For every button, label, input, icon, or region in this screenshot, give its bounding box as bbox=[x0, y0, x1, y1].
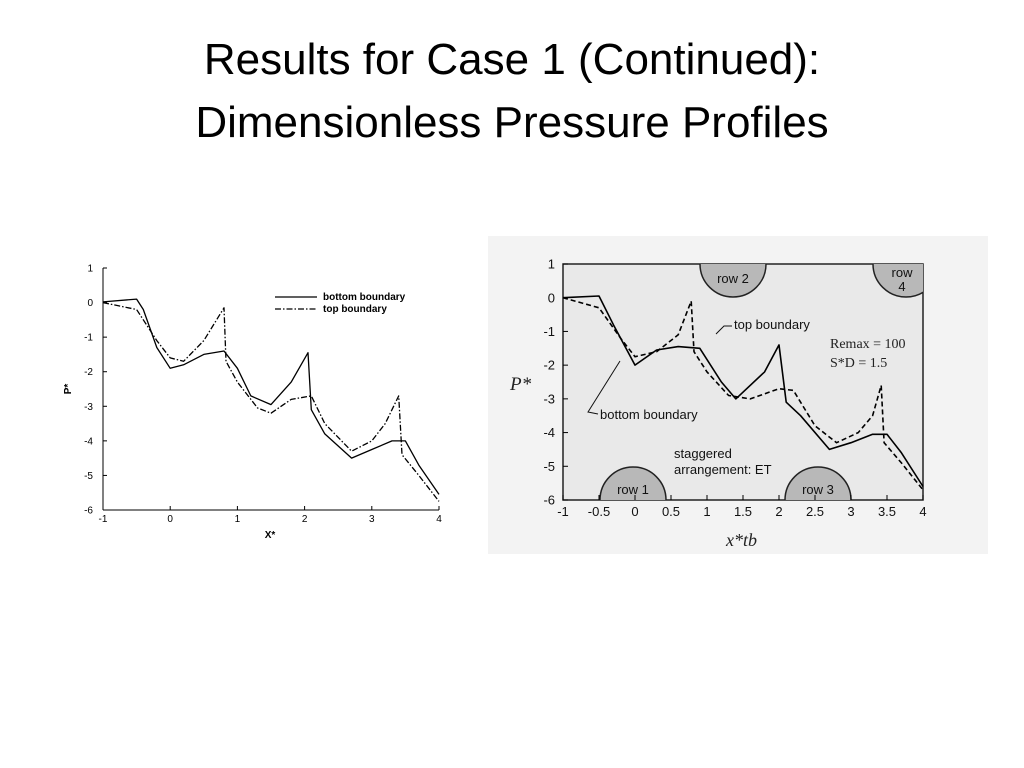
right-x-tick-label: -0.5 bbox=[588, 504, 610, 519]
left-y-axis-label: P* bbox=[63, 384, 74, 395]
top-boundary-callout: top boundary bbox=[715, 317, 810, 335]
right-y-tick-label: 0 bbox=[548, 290, 555, 305]
left-x-tick-label: 3 bbox=[369, 514, 375, 525]
arrangement-label-line-2: arrangement: ET bbox=[674, 462, 772, 477]
cylinder-row-2-label: row 2 bbox=[717, 271, 749, 286]
left-pressure-chart: 1 0 -1 -2 -3 -4 -5 -6 -1 0 1 2 3 4 P* X* bottom boun… bbox=[63, 264, 442, 542]
left-x-tick-label: 4 bbox=[436, 514, 442, 525]
slide-title: Results for Case 1 (Continued): Dimensio… bbox=[0, 28, 1024, 154]
parameter-reynolds: Remax = 100 bbox=[830, 337, 906, 352]
left-legend: bottom boundary top boundary bbox=[275, 292, 406, 315]
right-y-tick-label: -3 bbox=[543, 391, 555, 406]
left-y-tick-label: -5 bbox=[84, 471, 93, 482]
right-series-top-boundary bbox=[562, 296, 924, 491]
right-y-tick-label: -1 bbox=[543, 324, 555, 339]
right-x-tick-label: 1 bbox=[703, 504, 710, 519]
top-boundary-callout-label: top boundary bbox=[734, 317, 810, 332]
right-y-tick-label: -2 bbox=[543, 358, 555, 373]
right-x-tick-label: 4 bbox=[919, 504, 926, 519]
right-x-tick-label: 0.5 bbox=[662, 504, 680, 519]
bottom-boundary-leader bbox=[587, 360, 621, 415]
left-x-tick-label: 1 bbox=[235, 514, 241, 525]
left-y-tick-label: -2 bbox=[84, 367, 93, 378]
parameter-spacing: S*D = 1.5 bbox=[830, 356, 887, 371]
right-x-axis-label: x*tb bbox=[725, 530, 757, 550]
left-y-tick-label: -3 bbox=[84, 402, 93, 413]
left-y-tick-label: -1 bbox=[84, 333, 93, 344]
left-y-tick-label: -6 bbox=[84, 506, 93, 517]
right-series-bottom-boundary bbox=[562, 295, 924, 487]
left-y-tick-label: 0 bbox=[87, 298, 93, 309]
slide-title-line-2: Dimensionless Pressure Profiles bbox=[195, 98, 829, 147]
left-x-tick-label: 2 bbox=[302, 514, 308, 525]
top-boundary-leader bbox=[715, 325, 732, 335]
left-x-tick-label: -1 bbox=[99, 514, 108, 525]
cylinder-row-2 bbox=[699, 264, 767, 298]
cylinder-row-4 bbox=[872, 264, 923, 298]
right-x-tick-label: 3.5 bbox=[878, 504, 896, 519]
cylinder-row-1-label: row 1 bbox=[617, 482, 649, 497]
right-y-tick-label: -5 bbox=[543, 459, 555, 474]
right-y-axis-label: P* bbox=[509, 374, 532, 395]
cylinder-row-3 bbox=[784, 466, 852, 500]
cylinder-row-1 bbox=[599, 466, 667, 500]
left-y-tick-label: -4 bbox=[84, 436, 93, 447]
right-pressure-chart: row 2 row 4 row 1 row 3 1 0 -1 -2 -3 -4 -5 -6 -1 -0.… bbox=[488, 236, 988, 554]
right-y-tick-label: 1 bbox=[548, 257, 555, 272]
right-x-tick-label: -1 bbox=[557, 504, 569, 519]
left-x-axis-label: X* bbox=[265, 530, 276, 541]
right-y-tick-label: -6 bbox=[543, 493, 555, 508]
left-legend-label-top: top boundary bbox=[323, 304, 387, 315]
right-x-tick-label: 1.5 bbox=[734, 504, 752, 519]
arrangement-label-line-1: staggered bbox=[674, 446, 732, 461]
cylinder-row-3-label: row 3 bbox=[802, 482, 834, 497]
right-y-tick-label: -4 bbox=[543, 425, 555, 440]
right-x-tick-label: 0 bbox=[631, 504, 638, 519]
right-x-tick-label: 2.5 bbox=[806, 504, 824, 519]
right-x-tick-label: 3 bbox=[847, 504, 854, 519]
left-series-bottom-boundary bbox=[102, 298, 440, 495]
cylinder-row-4-label: row 4 bbox=[892, 265, 914, 294]
right-x-tick-label: 2 bbox=[775, 504, 782, 519]
bottom-boundary-callout: bottom boundary bbox=[587, 360, 698, 422]
left-series-top-boundary bbox=[102, 301, 440, 502]
slide-title-line-1: Results for Case 1 (Continued): bbox=[203, 35, 821, 84]
bottom-boundary-callout-label: bottom boundary bbox=[600, 407, 698, 422]
left-legend-label-bottom: bottom boundary bbox=[323, 292, 406, 303]
left-y-tick-label: 1 bbox=[87, 264, 93, 275]
left-x-tick-label: 0 bbox=[167, 514, 173, 525]
